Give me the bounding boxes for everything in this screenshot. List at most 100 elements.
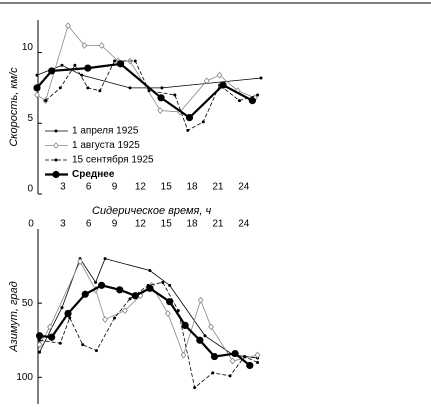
y-axis-label: Скорость, км/с [8, 67, 20, 147]
point [248, 97, 256, 105]
point [181, 321, 189, 329]
point [60, 63, 64, 67]
point [44, 99, 48, 103]
point [166, 298, 174, 306]
point [254, 351, 261, 359]
point [157, 94, 165, 102]
point [237, 99, 241, 103]
point [116, 60, 125, 68]
x-tick-label: 0 [28, 219, 34, 230]
point [98, 42, 105, 49]
series-line [39, 284, 251, 367]
point [203, 334, 207, 338]
point [157, 107, 164, 114]
x-tick-label: 9 [112, 182, 118, 193]
legend-label: 1 апреля 1925 [72, 126, 139, 137]
point [73, 63, 77, 67]
legend-label: Среднее [72, 169, 115, 180]
point [228, 374, 232, 378]
x-tick-label: 24 [238, 182, 250, 193]
point [94, 280, 98, 284]
point [186, 128, 190, 132]
point [38, 350, 42, 354]
point [68, 316, 72, 320]
series-line [39, 257, 258, 359]
point [147, 89, 151, 93]
point [65, 22, 71, 30]
point [131, 292, 139, 300]
x-tick-label: 24 [238, 219, 250, 230]
point [148, 269, 152, 273]
point [113, 316, 117, 320]
point [173, 93, 177, 97]
point [33, 84, 41, 92]
legend-marker [52, 170, 60, 179]
point [160, 86, 164, 90]
point [196, 336, 204, 344]
point [102, 316, 108, 323]
point [81, 290, 89, 298]
series-line [39, 281, 258, 389]
point [86, 86, 90, 90]
series-line [39, 260, 258, 362]
point [208, 323, 214, 331]
point [211, 371, 215, 375]
point [165, 310, 171, 317]
point [94, 349, 98, 353]
point [121, 307, 128, 314]
x-tick-label: 6 [86, 182, 92, 193]
x-tick-label: 18 [187, 182, 199, 193]
point [256, 360, 260, 364]
point [246, 361, 254, 370]
x-tick-label: 21 [212, 182, 224, 193]
y-tick-label: 10 [22, 42, 34, 53]
point [231, 349, 239, 358]
point [58, 86, 62, 90]
point [46, 323, 53, 331]
series-line [36, 64, 262, 89]
point [113, 59, 117, 63]
point [161, 280, 165, 284]
point [243, 355, 247, 359]
y-tick-label: 100 [16, 372, 33, 383]
y-tick-label: 5 [27, 113, 33, 124]
point [80, 73, 84, 77]
point [81, 343, 85, 347]
point [38, 338, 42, 342]
point [128, 86, 132, 90]
point [34, 91, 40, 99]
point [216, 71, 223, 79]
point [185, 114, 194, 122]
series-line [36, 62, 253, 120]
point [128, 297, 132, 301]
point [193, 386, 197, 390]
point [133, 59, 137, 63]
point [203, 77, 210, 85]
y-tick-label: 50 [22, 298, 34, 309]
x-tick-label: 6 [86, 219, 92, 230]
point [35, 332, 44, 340]
point [98, 89, 102, 93]
legend-marker [54, 158, 58, 162]
point [116, 286, 124, 294]
point [48, 333, 56, 341]
y-axis-label: Азимут, град [8, 281, 20, 352]
point [229, 357, 236, 365]
point [36, 341, 43, 349]
x-tick-label: 12 [135, 219, 147, 230]
point [84, 64, 92, 72]
point [180, 351, 187, 359]
x-tick-label: 21 [212, 219, 224, 230]
x-tick-label: 9 [112, 219, 118, 230]
x-tick-label: 12 [135, 182, 147, 193]
legend-marker [54, 129, 58, 133]
point [64, 309, 72, 318]
legend-label: 1 августа 1925 [72, 140, 140, 151]
point [197, 296, 204, 304]
point [81, 42, 88, 49]
point [201, 120, 205, 124]
x-tick-label: 18 [187, 219, 199, 230]
x-axis-label: Сидерическое время, ч [92, 205, 212, 217]
x-tick-label: 3 [60, 182, 66, 193]
